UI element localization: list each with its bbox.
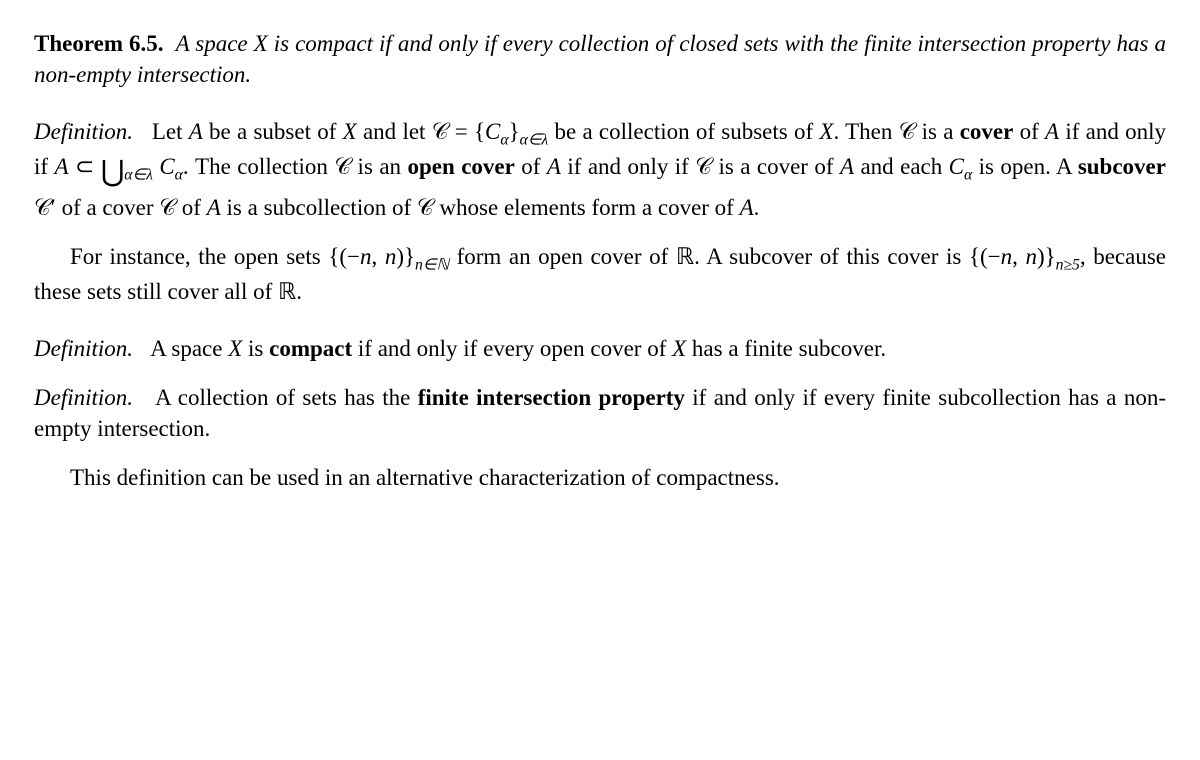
theorem-label: Theorem 6.5.	[34, 31, 164, 56]
closing-paragraph: This definition can be used in an altern…	[34, 462, 1166, 493]
example-paragraph: For instance, the open sets {(−n, n)}n∈ℕ…	[34, 241, 1166, 307]
definition-label: Definition.	[34, 336, 133, 361]
definition-label: Definition.	[34, 119, 133, 144]
definition-label: Definition.	[34, 385, 133, 410]
theorem-paragraph: Theorem 6.5. A space X is compact if and…	[34, 28, 1166, 90]
definition-compact: Definition. A space X is compact if and …	[34, 333, 1166, 364]
theorem-text: A space X is compact if and only if ever…	[34, 31, 1166, 87]
definition-fip: Definition. A collection of sets has the…	[34, 382, 1166, 444]
definition-cover: Definition. Let A be a subset of X and l…	[34, 116, 1166, 223]
